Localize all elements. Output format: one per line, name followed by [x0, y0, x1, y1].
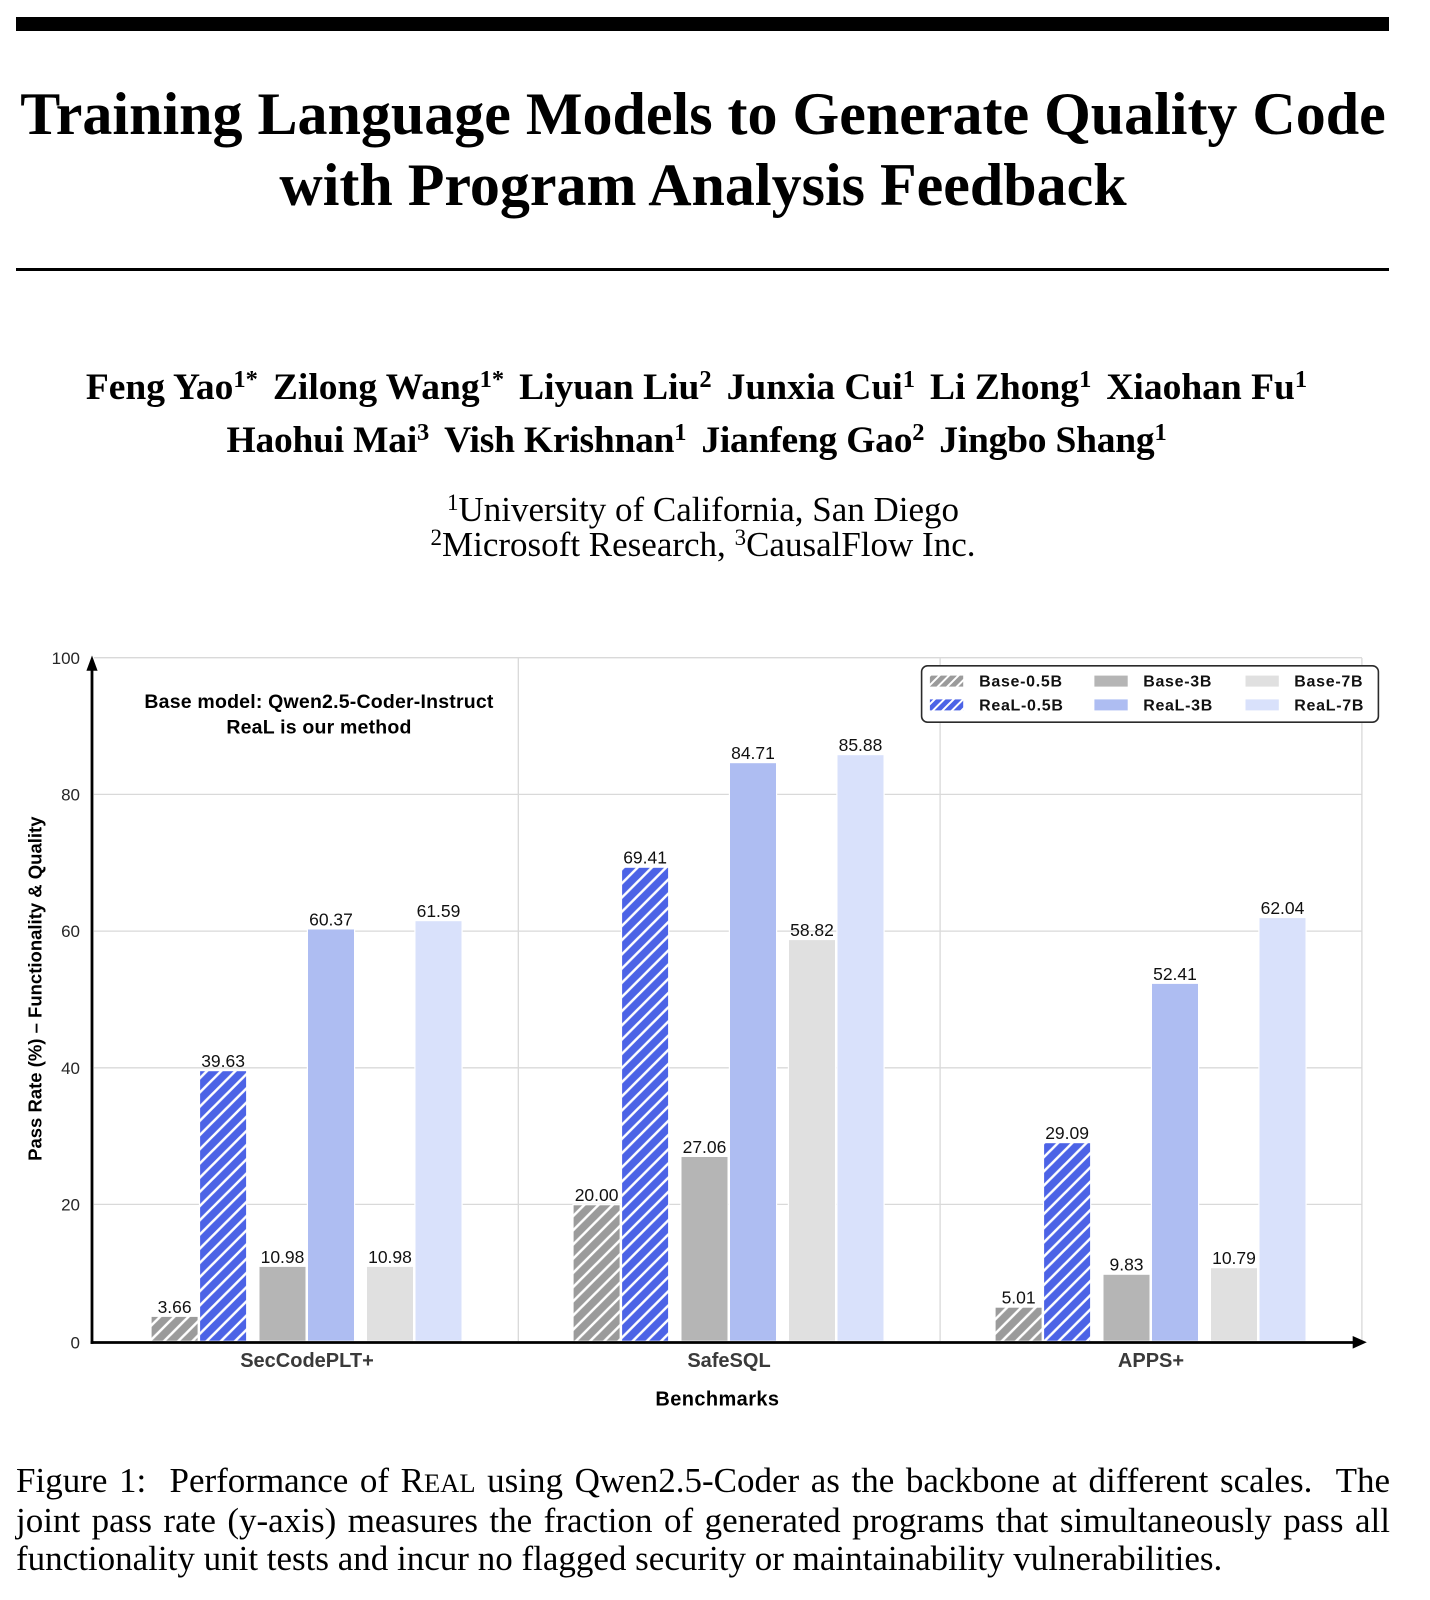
svg-text:5.01: 5.01	[1002, 1288, 1036, 1308]
svg-text:80: 80	[61, 786, 80, 805]
svg-text:10.79: 10.79	[1212, 1248, 1256, 1268]
svg-text:69.41: 69.41	[623, 848, 667, 868]
svg-text:39.63: 39.63	[201, 1051, 245, 1071]
svg-text:Base-3B: Base-3B	[1143, 674, 1212, 691]
svg-text:SecCodePLT+: SecCodePLT+	[240, 1350, 374, 1372]
svg-text:9.83: 9.83	[1109, 1255, 1143, 1275]
svg-text:ReaL-7B: ReaL-7B	[1294, 698, 1364, 715]
svg-text:ReaL-0.5B: ReaL-0.5B	[979, 698, 1064, 715]
svg-text:ReaL is our method: ReaL is our method	[226, 717, 411, 739]
svg-text:10.98: 10.98	[261, 1247, 305, 1267]
svg-text:Base-0.5B: Base-0.5B	[979, 674, 1063, 691]
svg-text:SafeSQL: SafeSQL	[687, 1350, 770, 1372]
svg-text:62.04: 62.04	[1261, 898, 1305, 918]
svg-text:Base model: Qwen2.5-Coder-Inst: Base model: Qwen2.5-Coder-Instruct	[144, 691, 494, 713]
svg-text:20: 20	[61, 1196, 80, 1215]
svg-text:29.09: 29.09	[1045, 1123, 1089, 1143]
svg-text:Base-7B: Base-7B	[1294, 674, 1363, 691]
svg-text:61.59: 61.59	[417, 901, 461, 921]
svg-text:3.66: 3.66	[158, 1297, 192, 1317]
svg-text:Benchmarks: Benchmarks	[655, 1389, 779, 1411]
svg-text:52.41: 52.41	[1153, 964, 1197, 984]
svg-text:APPS+: APPS+	[1118, 1350, 1184, 1372]
svg-text:58.82: 58.82	[790, 920, 834, 940]
svg-text:Pass Rate (%) – Functionality: Pass Rate (%) – Functionality & Quality	[25, 816, 46, 1161]
svg-text:100: 100	[52, 649, 80, 668]
svg-text:ReaL-3B: ReaL-3B	[1143, 698, 1213, 715]
svg-text:85.88: 85.88	[839, 735, 883, 755]
svg-text:10.98: 10.98	[368, 1247, 412, 1267]
svg-text:0: 0	[71, 1334, 80, 1353]
svg-text:84.71: 84.71	[731, 743, 775, 763]
svg-text:40: 40	[61, 1059, 80, 1078]
svg-text:27.06: 27.06	[683, 1137, 727, 1157]
svg-text:60: 60	[61, 922, 80, 941]
svg-text:60.37: 60.37	[309, 909, 353, 929]
svg-text:20.00: 20.00	[575, 1185, 619, 1205]
